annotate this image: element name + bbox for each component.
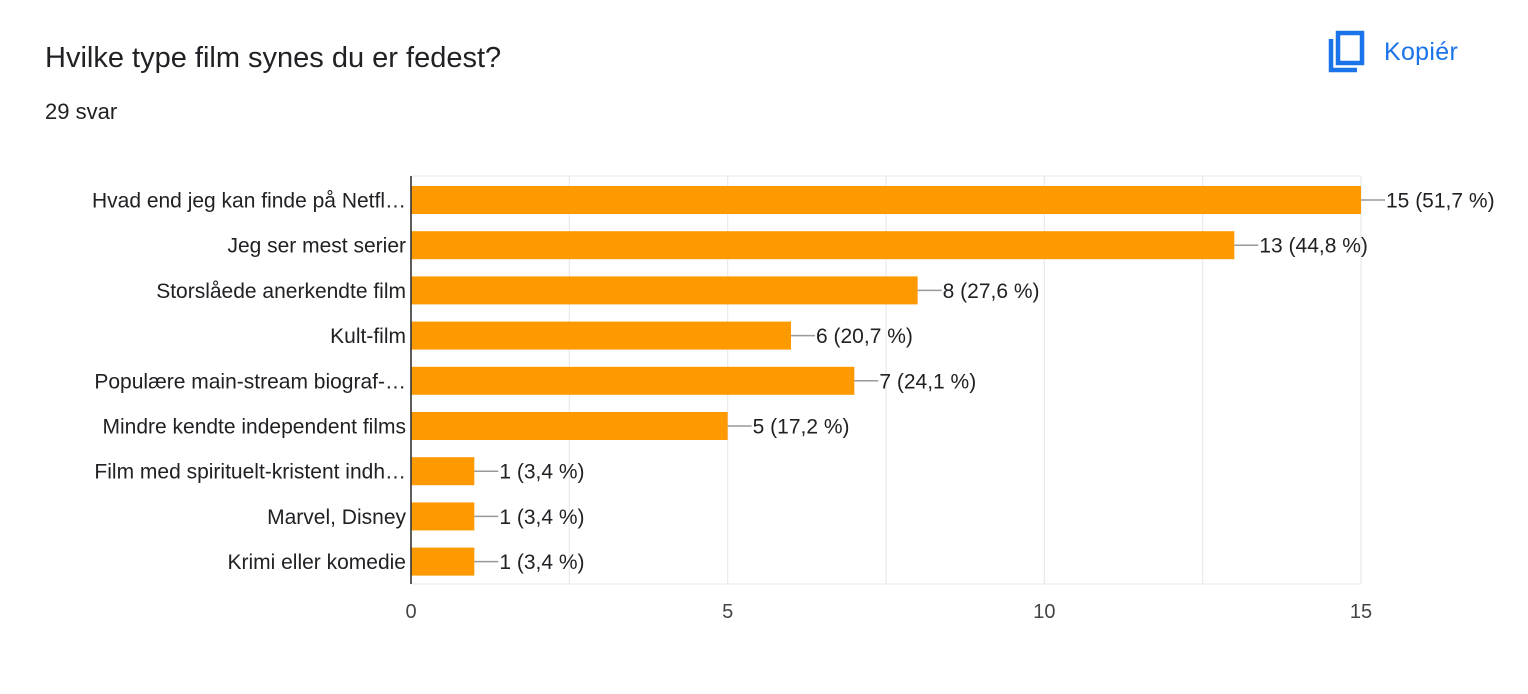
value-label: 15 (51,7 %) — [1386, 190, 1495, 213]
bar[interactable] — [411, 186, 1361, 214]
copy-icon — [1328, 30, 1365, 73]
bar[interactable] — [411, 547, 475, 576]
value-label: 5 (17,2 %) — [753, 416, 850, 439]
bar[interactable] — [411, 412, 728, 440]
category-label: Storslåede anerkendte film — [156, 280, 406, 303]
bar[interactable] — [411, 276, 918, 305]
category-label: Populære main-stream biograf-… — [94, 370, 406, 393]
value-labels: 15 (51,7 %) 13 (44,8 %) 8 (27,6 %) 6 (20,7 … — [499, 190, 1494, 575]
bar[interactable] — [411, 231, 1235, 260]
bar[interactable] — [411, 502, 475, 531]
value-label: 13 (44,8 %) — [1259, 235, 1368, 258]
category-label: Film med spirituelt-kristent indh… — [94, 461, 406, 484]
value-label: 1 (3,4 %) — [499, 461, 584, 484]
value-label: 1 (3,4 %) — [499, 506, 584, 529]
question-title: Hvilke type film synes du er fedest? — [45, 42, 502, 74]
x-tick-label: 10 — [1033, 601, 1055, 623]
x-axis-ticks: 0 5 10 15 — [405, 601, 1372, 623]
value-label: 1 (3,4 %) — [499, 551, 584, 574]
category-label: Marvel, Disney — [267, 506, 406, 529]
value-label: 7 (24,1 %) — [879, 370, 976, 393]
bar[interactable] — [411, 457, 475, 486]
value-label: 8 (27,6 %) — [943, 280, 1040, 303]
value-label: 6 (20,7 %) — [816, 325, 913, 348]
category-label: Krimi eller komedie — [227, 551, 406, 574]
copy-button[interactable]: Kopiér — [1316, 26, 1468, 78]
category-label: Hvad end jeg kan finde på Netfl… — [92, 190, 406, 213]
copy-button-label: Kopiér — [1384, 37, 1459, 66]
category-labels: Hvad end jeg kan finde på Netfl… Jeg ser … — [92, 190, 407, 575]
bar[interactable] — [411, 321, 791, 350]
category-label: Mindre kendte independent films — [102, 416, 406, 439]
bar[interactable] — [411, 366, 855, 395]
value-connectors — [474, 199, 1385, 563]
category-label: Jeg ser mest serier — [227, 235, 406, 258]
x-tick-label: 5 — [722, 601, 733, 623]
category-label: Kult-film — [330, 325, 406, 348]
bars — [411, 186, 1361, 576]
response-count: 29 svar — [45, 99, 118, 124]
x-tick-label: 15 — [1350, 601, 1372, 623]
x-tick-label: 0 — [405, 601, 416, 623]
